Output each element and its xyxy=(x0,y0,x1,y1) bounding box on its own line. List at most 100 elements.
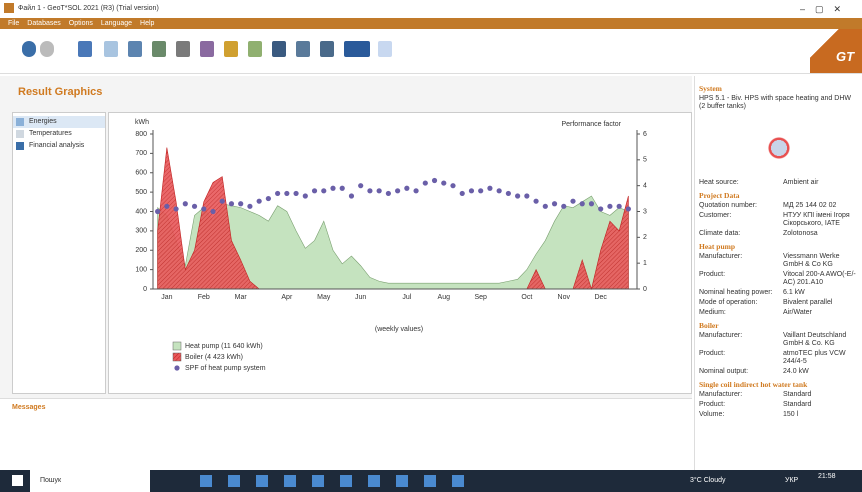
x-tick-label: Jun xyxy=(355,294,366,301)
nav-icon xyxy=(16,142,24,150)
info-row: Product: Vitocal 200-A AWO(-E/-AC) 201.A1… xyxy=(699,271,859,287)
tool-icon[interactable] xyxy=(224,41,238,57)
back-button[interactable] xyxy=(22,41,36,57)
y-tick-label: 200 xyxy=(135,247,147,254)
spf-point xyxy=(395,188,401,194)
nav-item[interactable]: Energies xyxy=(13,116,105,128)
info-row: Manufacturer: Vaillant Deutschland GmbH &… xyxy=(699,332,859,348)
info-value: Standard xyxy=(783,391,812,398)
menu-item[interactable]: Help xyxy=(140,20,155,27)
y-axis-label: kWh xyxy=(135,119,149,126)
spf-point xyxy=(201,206,207,212)
info-row: Nominal output: 24.0 kW xyxy=(699,368,859,376)
legend-label: Boiler (4 423 kWh) xyxy=(185,354,243,361)
y2-tick-label: 5 xyxy=(643,157,647,164)
forward-button[interactable] xyxy=(40,41,54,57)
info-key: Manufacturer: xyxy=(699,391,743,398)
spf-point xyxy=(302,193,308,199)
spf-point xyxy=(588,201,595,207)
legend-swatch xyxy=(172,352,182,362)
y-tick-label: 800 xyxy=(135,131,147,138)
info-value: НТУУ КПІ імені Ігоря Сікорського, ІАТЕ xyxy=(783,212,850,227)
info-row: Manufacturer: Viessmann Werke GmbH & Co K… xyxy=(699,253,859,269)
y-tick-label: 300 xyxy=(135,228,147,235)
y2-axis-label: Performance factor xyxy=(561,121,621,128)
menu-item[interactable]: Options xyxy=(68,20,93,27)
info-key: Nominal heating power: xyxy=(699,289,773,296)
spf-point xyxy=(191,203,198,209)
spf-point xyxy=(155,208,161,215)
tool-icon[interactable] xyxy=(78,41,92,57)
info-row: Customer: НТУУ КПІ імені Ігоря Сікорськог… xyxy=(699,212,859,228)
menu-item[interactable]: File xyxy=(8,20,20,27)
section-description: HPS 5.1 - Biv. HPS with space heating an… xyxy=(699,95,851,110)
spf-point xyxy=(459,190,465,197)
info-key: Manufacturer: xyxy=(699,253,743,260)
spf-point xyxy=(542,203,548,209)
tool-icon[interactable] xyxy=(200,41,214,57)
toolbar: GT xyxy=(0,29,862,74)
menu-item[interactable]: Language xyxy=(100,20,133,27)
spf-point xyxy=(505,190,511,197)
tool-icon[interactable] xyxy=(344,41,370,57)
legend-label: Heat pump (11 640 kWh) xyxy=(185,343,263,350)
spf-point xyxy=(579,201,585,207)
tool-icon[interactable] xyxy=(296,41,310,57)
spf-point xyxy=(625,206,631,212)
nav-item[interactable]: Temperatures xyxy=(13,128,105,140)
nav-icon xyxy=(16,118,24,126)
y-tick-label: 500 xyxy=(135,189,147,196)
y-tick-label: 100 xyxy=(135,266,147,273)
info-row: Medium: Air/Water xyxy=(699,309,859,317)
taskbar: Пошук 3°C Cloudy УКР 21:58 xyxy=(0,470,862,492)
info-key: Quotation number: xyxy=(699,202,757,209)
spf-point xyxy=(238,201,244,207)
nav-icon xyxy=(16,130,24,138)
tool-icon[interactable] xyxy=(104,41,118,57)
info-value: 150 l xyxy=(783,411,799,418)
messages-title: Messages xyxy=(12,404,46,411)
nav-label: Temperatures xyxy=(29,130,72,137)
spf-point xyxy=(228,201,235,207)
language: УКР xyxy=(785,477,799,484)
info-key: Product: xyxy=(699,350,726,357)
spf-point xyxy=(330,185,336,191)
spf-point xyxy=(413,188,419,194)
search-box[interactable]: Пошук xyxy=(30,470,150,492)
spf-point xyxy=(441,180,447,186)
spf-point xyxy=(210,208,216,215)
system-diagram xyxy=(695,115,862,175)
tool-icon[interactable] xyxy=(152,41,166,57)
tool-icon[interactable] xyxy=(320,41,334,57)
info-value: 24.0 kW xyxy=(783,368,809,375)
section-title: Heat pump xyxy=(699,242,736,251)
tool-icon[interactable] xyxy=(378,41,392,57)
tool-icon[interactable] xyxy=(248,41,262,57)
spf-point xyxy=(339,185,345,191)
info-value: Vitocal 200-A AWO(-E/-AC) 201.A10 xyxy=(783,271,856,286)
logo: GT xyxy=(810,29,862,73)
y2-tick-label: 2 xyxy=(643,234,647,241)
taskbar-apps[interactable] xyxy=(200,475,470,487)
legend-swatch xyxy=(174,365,180,371)
start-button[interactable] xyxy=(12,475,23,486)
info-key: Medium: xyxy=(699,309,726,316)
menu-item[interactable]: Databases xyxy=(27,20,61,27)
title-bar: Файл 1 - GeoT*SOL 2021 (R3) (Trial versi… xyxy=(0,0,862,18)
tool-icon[interactable] xyxy=(272,41,286,57)
spf-point xyxy=(284,190,290,197)
spf-point xyxy=(293,190,299,197)
nav-item[interactable]: Financial analysis xyxy=(13,140,105,152)
tool-icon[interactable] xyxy=(128,41,142,57)
tool-icon[interactable] xyxy=(176,41,190,57)
spf-point xyxy=(431,177,438,184)
info-value: Standard xyxy=(783,401,812,408)
menu-bar: File Databases Options Language Help xyxy=(0,18,862,29)
info-row: Heat source: Ambient air xyxy=(699,179,859,187)
spf-point xyxy=(265,195,271,202)
legend-swatch xyxy=(172,341,182,351)
window-controls[interactable]: – ▢ ✕ xyxy=(800,4,842,14)
info-value: 6.1 kW xyxy=(783,289,805,296)
nav-panel: Energies Temperatures Financial analysis xyxy=(12,112,106,394)
spf-point xyxy=(164,203,170,209)
